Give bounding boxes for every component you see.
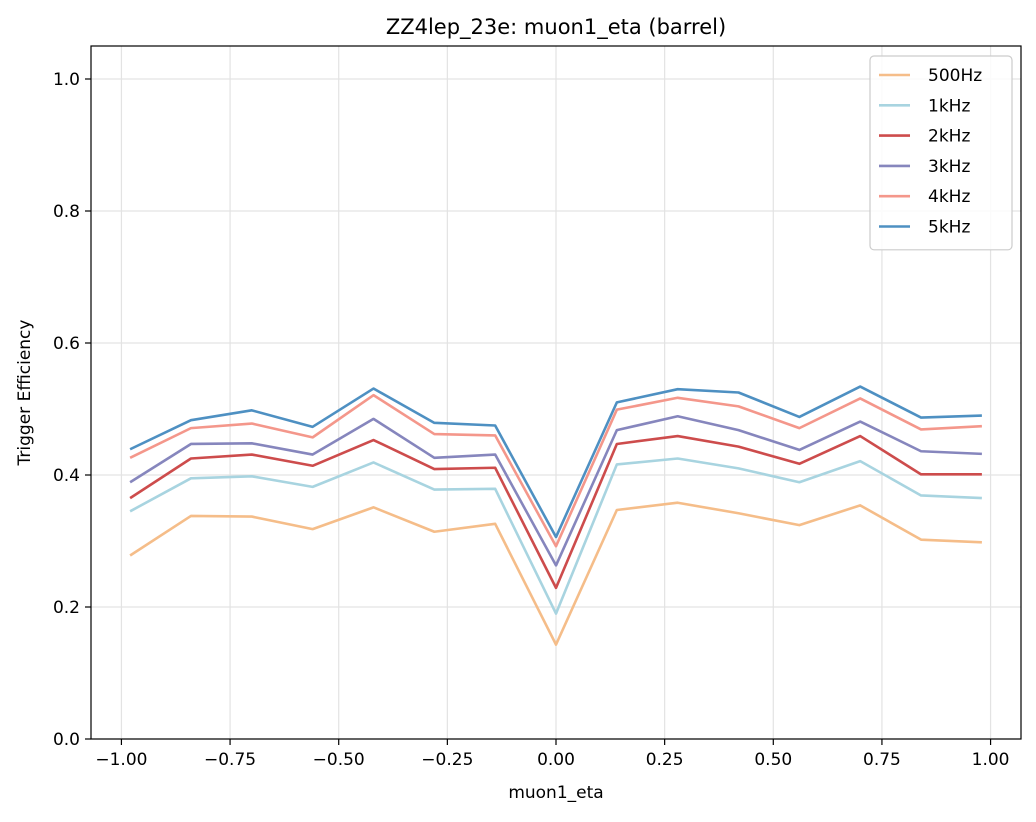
- y-tick-label: 0.6: [53, 334, 80, 354]
- chart-title: ZZ4lep_23e: muon1_eta (barrel): [386, 15, 726, 40]
- x-tick-label: 0.50: [754, 750, 792, 770]
- x-tick-label: 0.75: [863, 750, 901, 770]
- series-line-3kHz: [129, 414, 982, 567]
- y-tick-label: 0.0: [53, 730, 80, 750]
- legend: 500Hz 1kHz 2kHz 3kHz 4kHz 5kHz: [869, 55, 1013, 251]
- series-line-5kHz: [129, 385, 982, 539]
- series-layer: [129, 385, 982, 646]
- series-line-500Hz: [129, 501, 982, 646]
- y-tick-label: 0.2: [53, 598, 80, 618]
- series-line-2kHz: [129, 434, 982, 590]
- legend-label: 3kHz: [928, 157, 970, 177]
- x-tick-label: 0.00: [537, 750, 575, 770]
- x-axis-label: muon1_eta: [508, 783, 603, 803]
- legend-label: 4kHz: [928, 187, 970, 207]
- x-tick-label: −0.25: [421, 750, 473, 770]
- x-tick-label: −1.00: [95, 750, 147, 770]
- y-axis-label: Trigger Efficiency: [15, 320, 35, 467]
- y-tick-label: 1.0: [53, 70, 80, 90]
- legend-label: 500Hz: [928, 66, 982, 86]
- tick-layer: −1.00 −0.75 −0.50 −0.25 0.00 0.25 0.50 0.75 1.00…: [53, 70, 1010, 770]
- legend-label: 2kHz: [928, 127, 970, 147]
- series-line-1kHz: [129, 457, 982, 615]
- series-line-4kHz: [129, 393, 982, 548]
- y-tick-label: 0.4: [53, 466, 80, 486]
- x-tick-label: −0.75: [204, 750, 256, 770]
- x-tick-label: −0.50: [313, 750, 365, 770]
- x-tick-label: 0.25: [646, 750, 684, 770]
- legend-label: 1kHz: [928, 96, 970, 116]
- y-tick-label: 0.8: [53, 202, 80, 222]
- legend-label: 5kHz: [928, 218, 970, 238]
- x-tick-label: 1.00: [972, 750, 1010, 770]
